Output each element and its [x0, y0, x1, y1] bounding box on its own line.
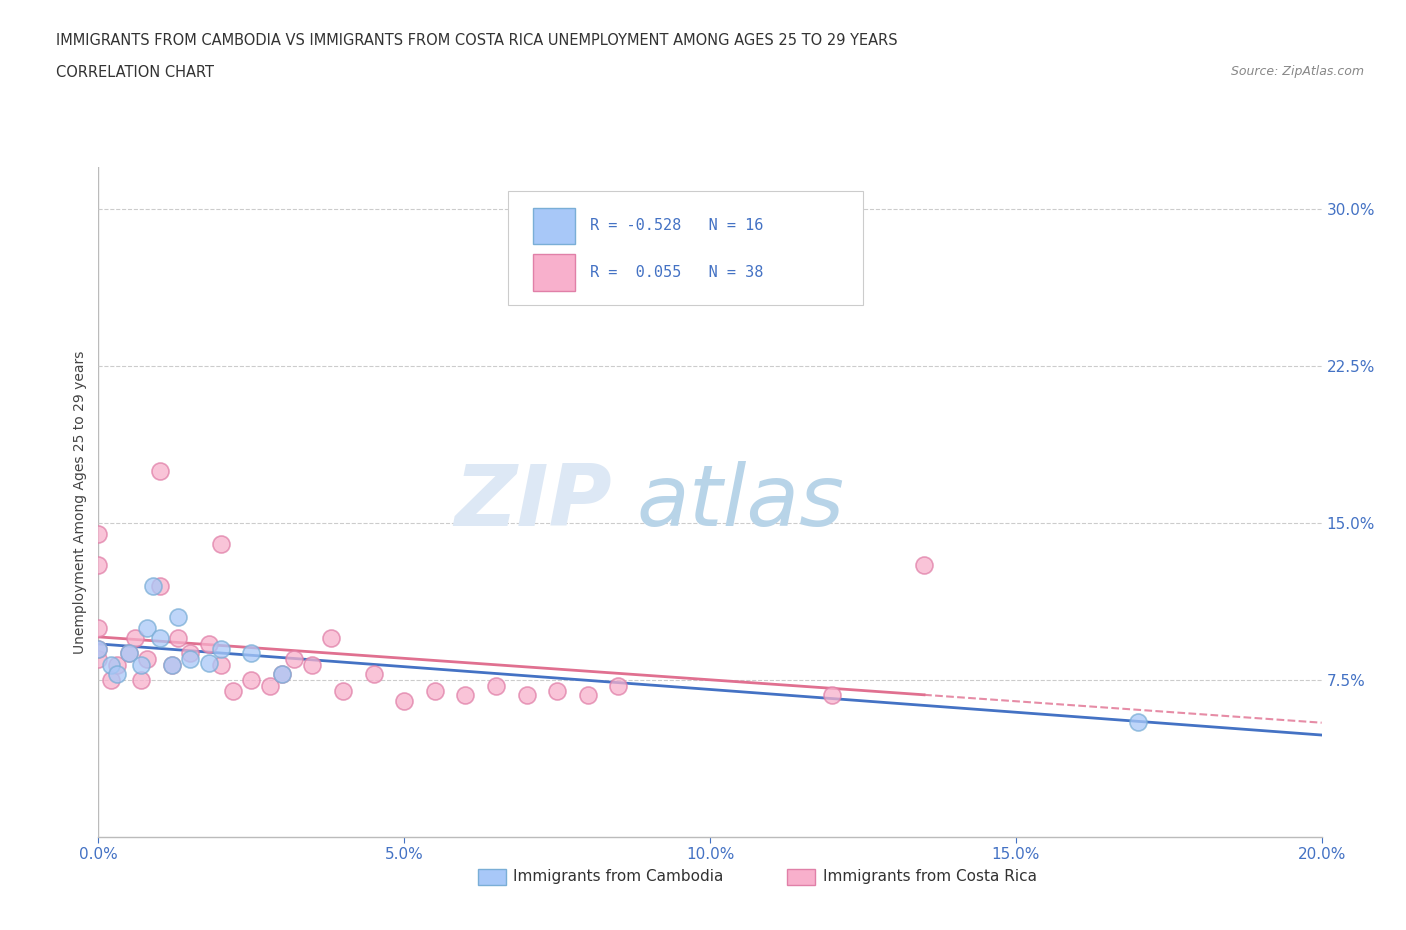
Point: [87, 642, 110, 657]
Point: [100, 658, 122, 673]
Point: [100, 672, 122, 687]
Point: [87, 558, 110, 573]
Point: [222, 683, 245, 698]
Point: [118, 645, 141, 660]
Point: [607, 679, 630, 694]
Text: Source: ZipAtlas.com: Source: ZipAtlas.com: [1230, 65, 1364, 78]
Text: atlas: atlas: [637, 460, 845, 544]
Y-axis label: Unemployment Among Ages 25 to 29 years: Unemployment Among Ages 25 to 29 years: [73, 351, 87, 654]
Point: [301, 658, 323, 673]
Point: [142, 578, 165, 593]
Point: [197, 637, 219, 652]
Point: [240, 645, 263, 660]
Point: [240, 672, 263, 687]
Point: [179, 652, 201, 667]
Text: IMMIGRANTS FROM CAMBODIA VS IMMIGRANTS FROM COSTA RICA UNEMPLOYMENT AMONG AGES 2: IMMIGRANTS FROM CAMBODIA VS IMMIGRANTS F…: [56, 33, 898, 47]
Point: [576, 687, 599, 702]
FancyBboxPatch shape: [508, 191, 863, 305]
Point: [1128, 714, 1150, 729]
Point: [319, 631, 342, 645]
Point: [485, 679, 508, 694]
Text: R = -0.528   N = 16: R = -0.528 N = 16: [591, 219, 763, 233]
Point: [105, 658, 128, 673]
Point: [167, 631, 190, 645]
Point: [129, 672, 152, 687]
Point: [149, 463, 172, 478]
Point: [136, 620, 159, 635]
Point: [136, 652, 159, 667]
Point: [129, 658, 152, 673]
Point: [516, 687, 538, 702]
Point: [124, 631, 146, 645]
Point: [197, 656, 219, 671]
Point: [363, 666, 385, 681]
Point: [392, 694, 416, 709]
Point: [270, 666, 292, 681]
Text: CORRELATION CHART: CORRELATION CHART: [56, 65, 214, 80]
Point: [118, 645, 141, 660]
Point: [209, 658, 232, 673]
Point: [87, 642, 110, 657]
FancyBboxPatch shape: [533, 207, 575, 245]
Point: [283, 652, 305, 667]
Point: [332, 683, 354, 698]
Point: [149, 631, 172, 645]
Point: [105, 666, 128, 681]
Point: [160, 658, 183, 673]
Point: [167, 610, 190, 625]
Point: [821, 687, 844, 702]
Point: [259, 679, 281, 694]
Point: [179, 645, 201, 660]
Point: [149, 578, 172, 593]
Point: [270, 666, 292, 681]
Point: [912, 558, 935, 573]
Point: [423, 683, 446, 698]
Point: [87, 620, 110, 635]
Point: [160, 658, 183, 673]
Text: Immigrants from Cambodia: Immigrants from Cambodia: [513, 870, 724, 884]
Point: [87, 652, 110, 667]
Point: [546, 683, 568, 698]
Point: [209, 642, 232, 657]
FancyBboxPatch shape: [533, 255, 575, 291]
Point: [454, 687, 477, 702]
Point: [209, 537, 232, 551]
Text: Immigrants from Costa Rica: Immigrants from Costa Rica: [823, 870, 1036, 884]
Text: ZIP: ZIP: [454, 460, 612, 544]
Point: [87, 526, 110, 541]
Text: R =  0.055   N = 38: R = 0.055 N = 38: [591, 265, 763, 280]
